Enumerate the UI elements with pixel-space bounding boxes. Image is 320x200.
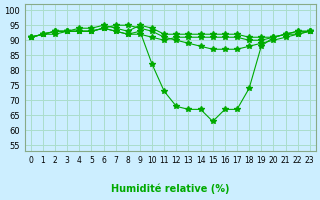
X-axis label: Humidité relative (%): Humidité relative (%)	[111, 184, 229, 194]
